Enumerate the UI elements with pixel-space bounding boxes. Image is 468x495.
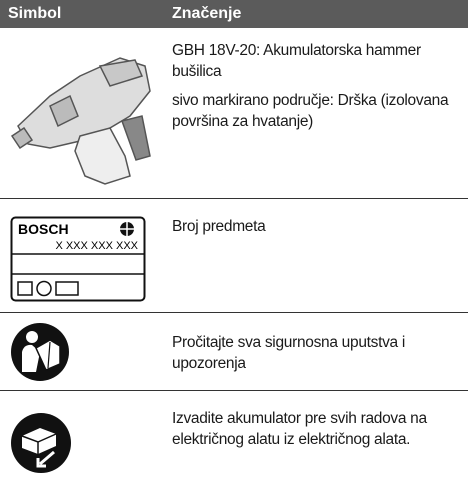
paragraph: Izvadite akumulator pre svih radova na e… [172,410,427,448]
table-header: Simbol Značenje [0,0,468,28]
paragraph: GBH 18V-20: Akumulatorska hammer bušilic… [172,42,421,80]
header-cell: Simbol [8,5,62,22]
read-manual-icon [11,323,69,381]
row-text: Pročitajte sva sigurnosna uputstva i upo… [172,332,466,382]
row-separator [0,390,468,391]
row-text: Izvadite akumulator pre svih radova na e… [172,408,466,458]
row-separator [0,312,468,313]
drill-icon [10,57,151,185]
header-cell: Značenje [172,5,242,22]
brand: BOSCH [18,221,69,237]
type-label-icon: BOSCH X XXX XXX XXX [10,216,146,302]
remove-battery-icon [11,413,71,473]
paragraph: Pročitajte sva sigurnosna uputstva i upo… [172,334,406,372]
row-text: Broj predmeta [172,216,466,245]
paragraph: Broj predmeta [172,218,266,235]
row-separator [0,198,468,199]
row-text: GBH 18V-20: Akumulatorska hammer bušilic… [172,40,466,140]
paragraph: sivo markirano područje: Drška (izolovan… [172,92,449,130]
item-number: X XXX XXX XXX [55,240,138,252]
